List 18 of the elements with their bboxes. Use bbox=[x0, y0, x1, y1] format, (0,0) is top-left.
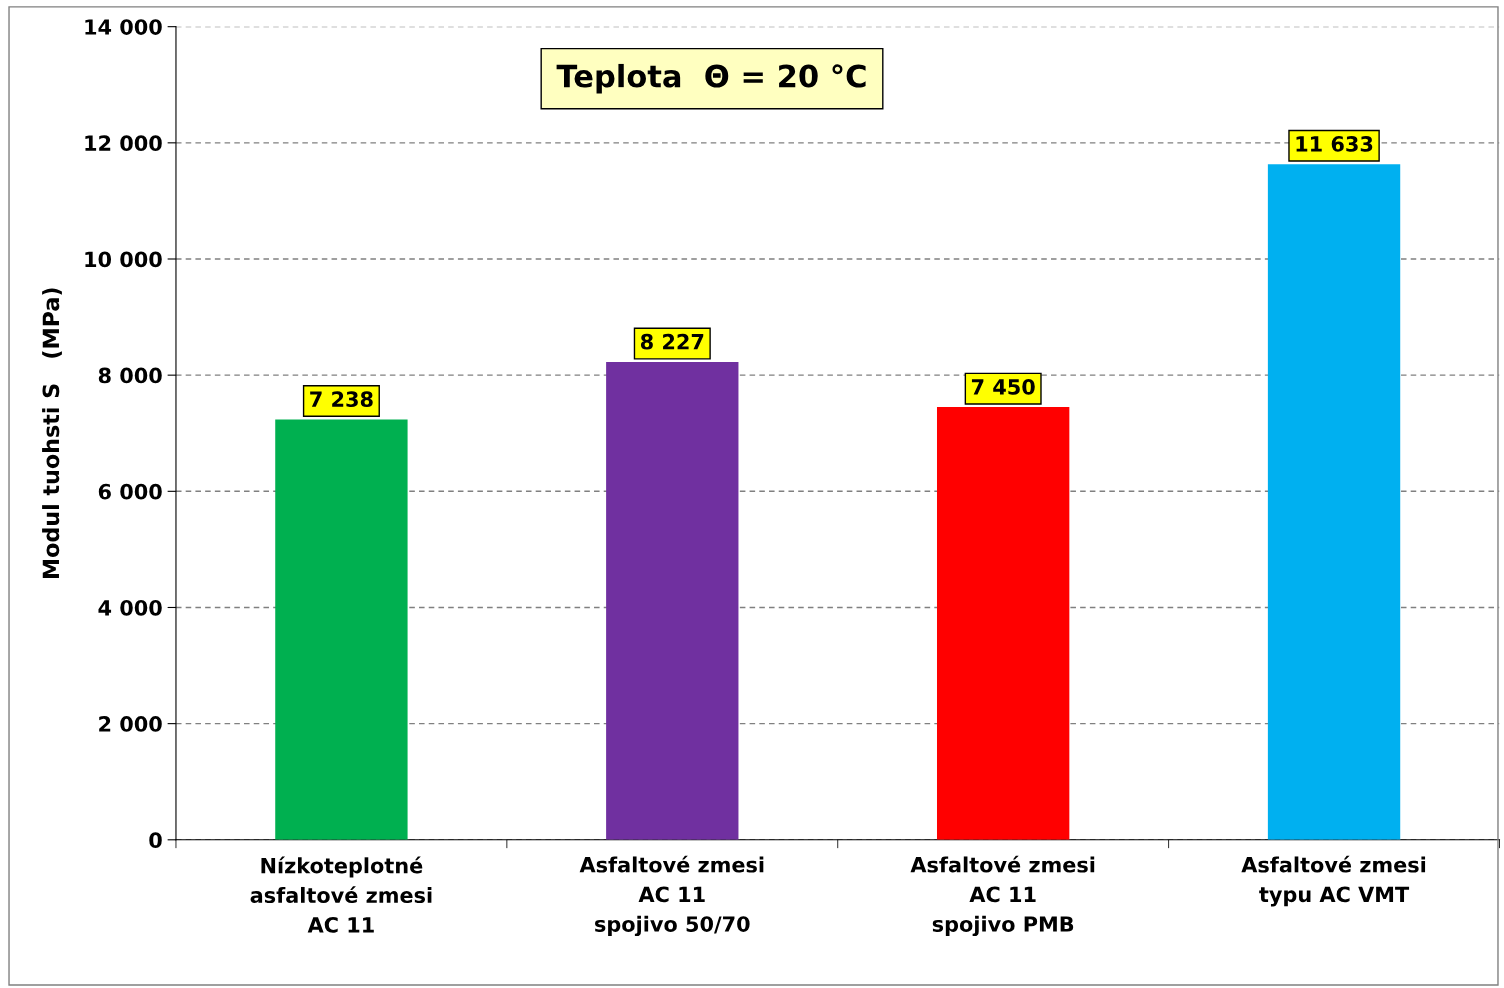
data-label: 7 238 bbox=[310, 391, 373, 408]
data-label: 11 633 bbox=[1296, 136, 1373, 152]
x-tick-label: Asfaltové zmesi AC 11 spojivo PMB bbox=[910, 855, 1095, 937]
y-tick-label: 14 000 bbox=[85, 19, 162, 35]
y-axis-title: Modul tuohsti S (MPa) bbox=[42, 288, 62, 578]
x-tick-label: Asfaltové zmesi AC 11 spojivo 50/70 bbox=[579, 855, 764, 937]
y-tick-label: 0 bbox=[149, 832, 162, 849]
text: Teplota Θ = 20 °C bbox=[556, 63, 866, 94]
y-tick-label: 8 000 bbox=[98, 367, 162, 384]
y-tick-label: 2 000 bbox=[99, 716, 162, 732]
data-label: 8 227 bbox=[640, 333, 704, 350]
x-tick-label: Nízkoteplotné asfaltové zmesi AC 11 bbox=[250, 856, 432, 933]
y-tick-label: 12 000 bbox=[85, 135, 162, 152]
x-tick-label: Asfaltové zmesi typu AC VMT bbox=[1241, 855, 1426, 907]
y-tick-label: 6 000 bbox=[98, 483, 162, 500]
y-tick-label: 10 000 bbox=[85, 251, 162, 268]
y-tick-label: 4 000 bbox=[98, 599, 162, 616]
data-label: 7 450 bbox=[971, 378, 1035, 395]
